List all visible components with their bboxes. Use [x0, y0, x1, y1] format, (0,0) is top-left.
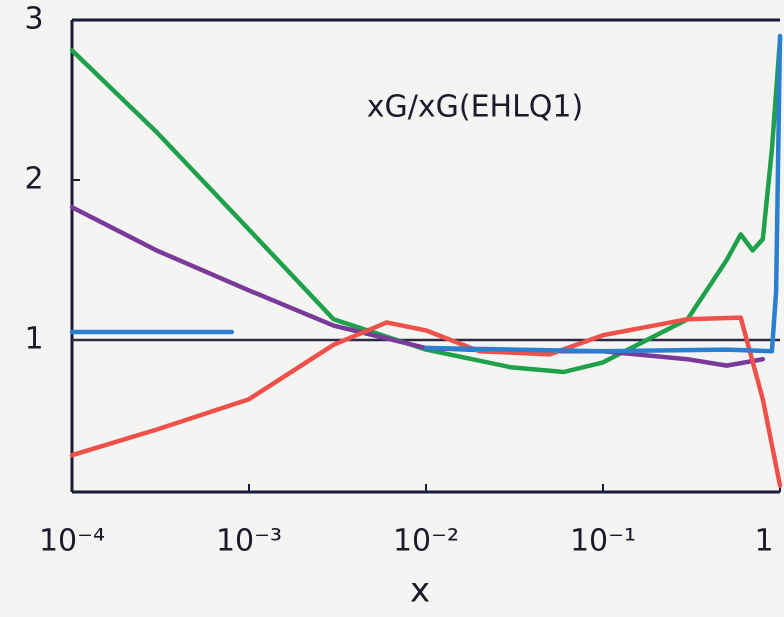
chart: xG/xG(EHLQ1) x 10⁻⁴ 10⁻³ 10⁻² 10⁻¹ 1 1 2 3	[0, 0, 784, 617]
y-tick-label: 2	[24, 162, 43, 197]
data-line	[72, 207, 763, 365]
x-tick-label: 10⁻⁴	[39, 524, 105, 559]
x-tick-label: 1	[754, 524, 773, 559]
page: {"chart_data": {"type": "line", "title":…	[0, 0, 784, 617]
data-line	[72, 36, 780, 351]
x-tick-label: 10⁻²	[393, 524, 459, 559]
x-tick-label: 10⁻¹	[570, 524, 636, 559]
y-tick-label: 3	[24, 2, 43, 37]
y-tick-label: 1	[24, 322, 43, 357]
chart-title: xG/xG(EHLQ1)	[367, 90, 583, 125]
data-line	[72, 318, 780, 486]
x-tick-label: 10⁻³	[216, 524, 282, 559]
x-axis-label: x	[410, 571, 430, 611]
